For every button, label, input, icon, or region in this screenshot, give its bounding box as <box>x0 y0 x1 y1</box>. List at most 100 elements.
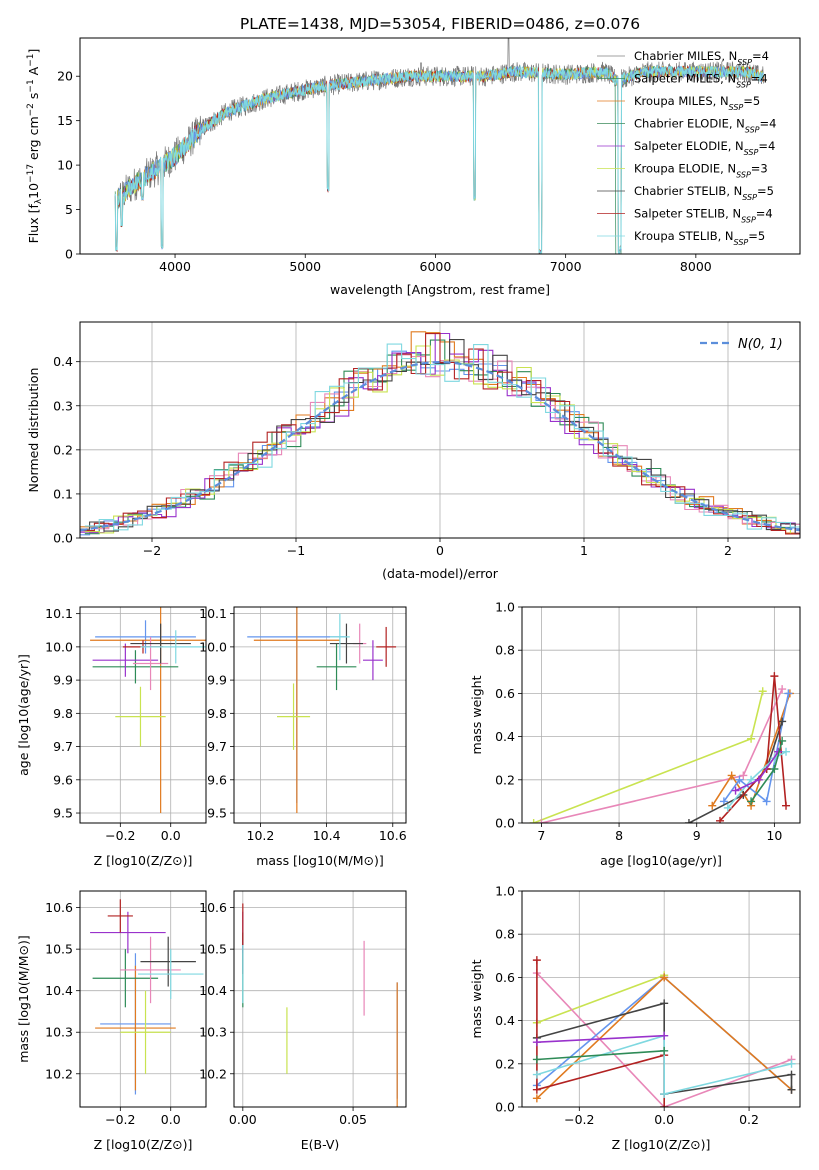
x-axis-label: mass [log10(M/M⊙)] <box>256 853 384 868</box>
legend-entry-text: =4 <box>758 139 775 153</box>
weight-point-marker <box>723 803 732 812</box>
legend-entry-sub: SSP <box>742 193 757 202</box>
weight-point-marker <box>770 672 779 681</box>
y-axis-label-part: −1 <box>26 54 36 67</box>
tick-label-x: −0.2 <box>564 1112 594 1127</box>
tick-label-y: 9.8 <box>53 706 73 721</box>
weight-point-marker <box>770 765 779 773</box>
tick-label-x: 0.00 <box>229 1112 257 1127</box>
panel-residuals: −2 −1 0 1 2 0.0 0.1 0.2 0.3 0.4 N(0, 1) (data-model… <box>26 321 801 581</box>
weight-point-marker <box>747 775 756 784</box>
weight-series-line <box>536 1034 665 1043</box>
tick-label-y: 0.3 <box>53 398 73 413</box>
weight-point-marker <box>787 1070 796 1079</box>
tick-label-y: 10.1 <box>199 606 227 621</box>
tick-label-x: 9 <box>693 828 701 843</box>
panel-spectrum: 4000 5000 6000 7000 8000 0 5 10 15 20 Chabrier MIL… <box>26 37 801 297</box>
tick-label-y: 10.2 <box>45 1066 73 1081</box>
y-axis-label: mass [log10(M/M⊙)] <box>16 935 31 1063</box>
tick-label-x: 10 <box>766 828 782 843</box>
tick-label-y: 10.0 <box>199 639 227 654</box>
spectrum-series-line <box>114 64 764 254</box>
tick-label-y: 9.7 <box>53 739 73 754</box>
weight-point-marker <box>537 819 546 823</box>
plot-area-spectrum <box>114 38 764 254</box>
weight-point-marker <box>660 999 669 1008</box>
weight-point-marker <box>684 819 693 823</box>
weight-point-marker <box>735 775 744 784</box>
tick-label-y: 9.5 <box>53 806 73 821</box>
plot-area-age-mass <box>247 607 397 814</box>
weight-point-marker <box>660 1031 669 1040</box>
weight-point-marker <box>660 973 669 982</box>
weight-point-marker <box>787 1085 796 1094</box>
legend-entry-sub: SSP <box>737 58 752 67</box>
x-axis-label: Z [log10(Z/Z⊙)] <box>94 853 193 868</box>
histogram-series <box>80 354 800 532</box>
tick-label-y: 9.9 <box>53 673 73 688</box>
weight-point-marker <box>532 1070 541 1079</box>
panel-weight-age: 7 8 9 10 0.0 0.2 0.4 0.6 0.8 1.0 age [log10(age/yr… <box>469 600 801 868</box>
tick-label-y: 10 <box>57 158 73 173</box>
panel-age-Z: −0.2 0.0 9.5 9.6 9.7 9.8 9.9 10.0 10.1 Z [log10(Z… <box>16 606 207 868</box>
y-axis-label-part: −17 <box>26 164 36 183</box>
tick-label-y: 20 <box>57 69 73 84</box>
panel-frame <box>521 606 801 824</box>
tick-label-y: 0.1 <box>53 486 73 501</box>
tick-label-y: 9.7 <box>207 739 227 754</box>
weight-series-line <box>541 688 783 823</box>
legend-entry-text: =5 <box>748 229 765 243</box>
tick-label-y: 1.0 <box>495 884 515 899</box>
histogram-series <box>80 339 800 535</box>
tick-label-y: 10.0 <box>45 639 73 654</box>
tick-label-y: 0.2 <box>53 442 73 457</box>
panel-mass-EBV: 0.00 0.05 10.2 10.3 10.4 10.5 10.6 E(B-V) <box>199 890 407 1152</box>
weight-point-marker <box>778 736 787 745</box>
weight-point-marker <box>778 717 787 726</box>
weight-point-marker <box>708 801 717 810</box>
weight-series-line <box>536 1050 665 1061</box>
histogram-series <box>80 333 800 535</box>
legend-entry-sub: SSP <box>736 170 751 179</box>
tick-label-y: 10.2 <box>199 1066 227 1081</box>
panel-mass-Z: −0.2 0.0 10.2 10.3 10.4 10.5 10.6 Z [log10(Z/Z⊙… <box>16 890 207 1152</box>
x-axis-label: wavelength [Angstrom, rest frame] <box>330 282 550 297</box>
y-axis-label-part: λ <box>34 198 44 204</box>
weight-point-marker <box>532 1094 541 1103</box>
tick-label-y: 0.2 <box>495 772 515 787</box>
legend-entry: Salpeter MILES, NSSP=4 <box>634 72 768 90</box>
tick-label-x: 6000 <box>420 259 452 274</box>
tick-label-y: 15 <box>57 113 73 128</box>
gaussian-curve <box>80 360 800 532</box>
tick-label-x: 1 <box>580 543 588 558</box>
tick-label-y: 0.0 <box>495 816 515 831</box>
tick-label-x: 10.4 <box>313 828 341 843</box>
legend-entry-sub: SSP <box>729 103 744 112</box>
tick-label-y: 9.5 <box>207 806 227 821</box>
tick-label-y: 10.6 <box>199 900 227 915</box>
x-axis-label: E(B-V) <box>301 1137 340 1152</box>
legend-entry: Chabrier MILES, NSSP=4 <box>634 49 769 67</box>
y-axis-label: mass weight <box>469 675 484 754</box>
tick-label-x: 0.0 <box>654 1112 674 1127</box>
panel-frame <box>233 890 407 1108</box>
tick-label-y: 9.8 <box>207 706 227 721</box>
tick-label-x: 10.2 <box>247 828 275 843</box>
tick-label-y: 0.4 <box>495 1013 515 1028</box>
legend-entry-sub: SSP <box>745 125 760 134</box>
y-axis-label-part: 10 <box>26 183 41 199</box>
weight-point-marker <box>747 734 756 743</box>
weight-point-marker <box>739 771 748 780</box>
weight-point-marker <box>758 687 767 696</box>
legend-entry-text: =4 <box>751 72 768 86</box>
panel-frame <box>233 606 407 824</box>
tick-label-x: 8 <box>615 828 623 843</box>
x-axis-label: age [log10(age/yr)] <box>600 853 722 868</box>
x-axis-label: (data-model)/error <box>382 566 499 581</box>
weight-series-line <box>536 1034 792 1096</box>
legend-entry-text: =4 <box>752 49 769 63</box>
tick-label-x: −0.2 <box>105 828 135 843</box>
weight-point-marker <box>532 956 541 965</box>
